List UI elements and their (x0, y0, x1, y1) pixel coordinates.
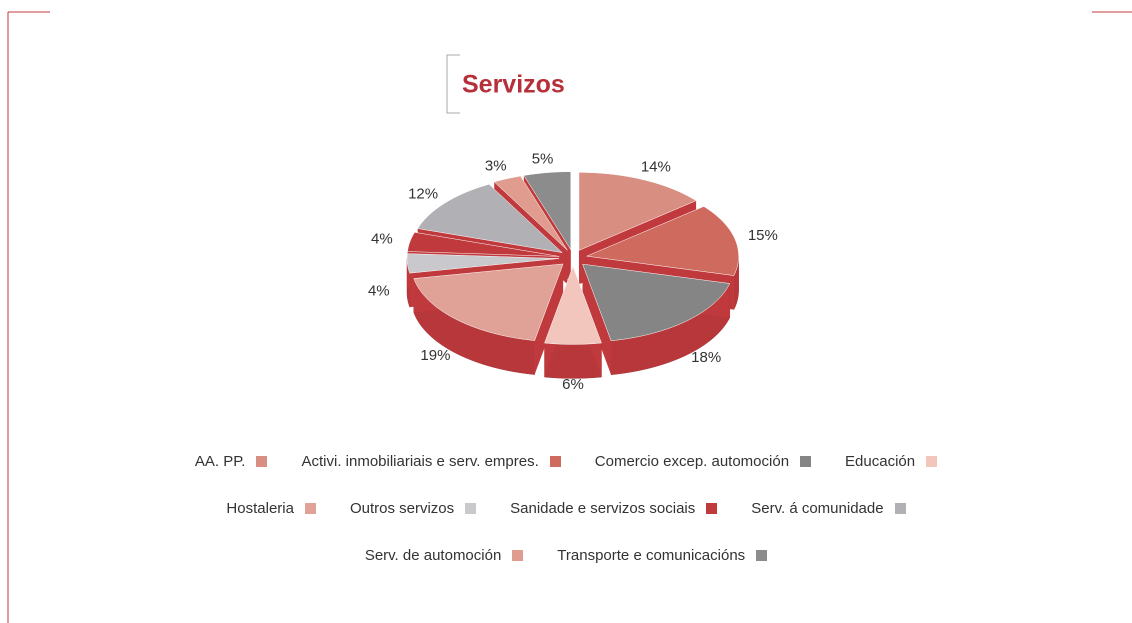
legend-label: Serv. de automoción (364, 547, 502, 564)
legend-swatch (706, 503, 718, 514)
legend-swatch (465, 503, 477, 514)
data-label: 12% (408, 185, 438, 202)
legend-swatch (512, 550, 524, 561)
data-label: 3% (485, 157, 507, 174)
legend-item: AA. PP. (195, 453, 268, 470)
legend-item: Educación (845, 453, 938, 470)
pie-slice (523, 171, 572, 251)
data-label: 15% (748, 227, 778, 244)
pie-slice (585, 206, 739, 276)
legend-label: Sanidade e servizos sociais (510, 500, 696, 517)
legend-item: Serv. de automoción (364, 547, 524, 564)
legend-row: Hostaleria Outros servizos Sanidade e serv… (0, 485, 1132, 532)
chart-title: Servizos (462, 71, 565, 99)
pie-slice (417, 184, 563, 254)
legend-swatch (304, 503, 316, 514)
title-bracket (446, 54, 460, 114)
pie-slice (544, 265, 602, 345)
legend-swatch (756, 550, 768, 561)
legend-label: Transporte e comunicacións (557, 547, 746, 564)
pie-slice (407, 232, 560, 257)
legend-swatch (549, 456, 561, 467)
legend-swatch (894, 503, 906, 514)
legend-item: Serv. á comunidade (751, 500, 906, 517)
legend-label: Comercio excep. automoción (594, 453, 790, 470)
legend-item: Activi. inmobiliariais e serv. empres. (301, 453, 561, 470)
pie-slice (493, 175, 568, 251)
legend: AA. PP. Activi. inmobiliariais e serv. em… (0, 438, 1132, 579)
legend-item: Hostaleria (226, 500, 316, 517)
legend-item: Transporte e comunicacións (557, 547, 768, 564)
legend-swatch (800, 456, 812, 467)
pie-labels: 14% 15% 18% 6% 19% 4% 4% 12% 3% 5% (368, 150, 778, 393)
data-label: 6% (562, 376, 584, 393)
legend-item: Outros servizos (349, 500, 477, 517)
pie-tops (406, 171, 739, 345)
data-label: 19% (420, 347, 450, 364)
legend-label: Educación (845, 453, 916, 470)
legend-label: Outros servizos (349, 500, 455, 517)
slice-wall (582, 264, 612, 375)
legend-label: Serv. á comunidade (751, 500, 884, 517)
data-label: 4% (368, 282, 390, 299)
legend-item: Comercio excep. automoción (594, 453, 812, 470)
legend-swatch (926, 456, 938, 467)
legend-label: AA. PP. (194, 453, 246, 470)
legend-label: Activi. inmobiliariais e serv. empres. (301, 453, 539, 470)
legend-item: Sanidade e servizos sociais (510, 500, 718, 517)
pie-slice (413, 263, 564, 341)
legend-row: AA. PP. Activi. inmobiliariais e serv. em… (0, 438, 1132, 485)
legend-swatch (256, 456, 268, 467)
data-label: 4% (371, 230, 393, 247)
data-label: 14% (641, 159, 671, 176)
data-label: 5% (532, 150, 554, 167)
pie-slice (578, 172, 697, 251)
data-label: 18% (691, 349, 721, 366)
pie-slice (406, 253, 560, 274)
legend-label: Hostaleria (226, 500, 294, 517)
pie-slice (582, 263, 731, 342)
legend-row: Serv. de automoción Transporte e comunica… (0, 532, 1132, 579)
